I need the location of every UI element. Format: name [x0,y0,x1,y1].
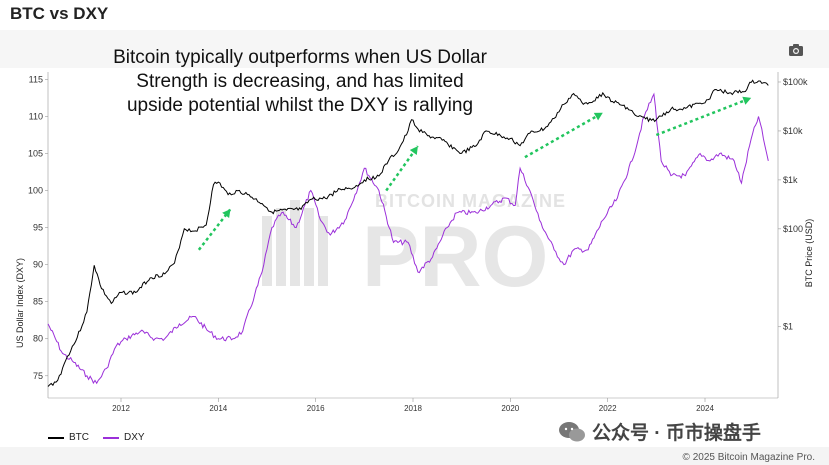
series-line-btc [47,79,769,387]
chart-svg: BITCOIN MAGAZINE PRO 75 80 85 90 95 100 105 110… [15,72,814,413]
left-tick-label: 75 [33,371,43,381]
legend-label-btc: BTC [69,432,89,443]
annotation-arrows [197,96,752,251]
wechat-label: 公众号 · 币市操盘手 [592,423,761,444]
camera-icon[interactable] [786,40,806,60]
trend-arrow-line [197,208,232,251]
legend-swatch-btc [48,436,64,439]
chart-annotation: Bitcoin typically outperforms when US Do… [90,46,510,118]
annotation-line: Strength is decreasing, and has limited [136,71,464,92]
left-axis-ticks: 75 80 85 90 95 100 105 110 115 [28,74,48,381]
legend-item-btc[interactable]: BTC [48,432,89,443]
series-layer [47,79,769,387]
watermark-big-text: PRO [362,209,548,305]
x-tick-label: 2020 [501,404,519,413]
annotation-line: upside potential whilst the DXY is rally… [126,95,474,116]
header-bar: BTC vs DXY [0,0,829,31]
legend: BTC DXY [48,432,145,443]
trend-arrow-head [593,112,603,121]
page-title: BTC vs DXY [10,4,109,23]
x-tick-label: 2016 [307,404,325,413]
annotation-line: Bitcoin typically outperforms when US Do… [113,47,487,68]
left-tick-label: 95 [33,223,43,233]
footer-bar [0,447,829,465]
trend-arrow-head [222,209,231,218]
x-axis-ticks: 2012 2014 2016 2018 2020 2022 2024 [112,398,714,413]
legend-label-dxy: DXY [124,432,145,443]
right-axis-ticks: $1 $100 $1k $10k $100k [778,77,808,332]
series-line-dxy [47,92,769,385]
trend-arrow-head [409,146,418,155]
right-tick-label: $1k [783,175,798,185]
wechat-icon [559,421,585,441]
left-tick-label: 115 [29,74,43,84]
wechat-watermark: 公众号 · 币市操盘手 [558,418,761,445]
x-tick-label: 2018 [404,404,422,413]
watermark-small-text: BITCOIN MAGAZINE [375,191,566,211]
legend-item-dxy[interactable]: DXY [103,432,145,443]
left-tick-label: 85 [33,297,43,307]
left-tick-label: 105 [28,149,43,159]
left-axis-label: US Dollar Index (DXY) [15,258,25,348]
right-tick-label: $1 [783,322,793,332]
left-tick-label: 80 [33,334,43,344]
trend-arrow-head [742,96,752,105]
legend-swatch-dxy [103,436,119,439]
x-tick-label: 2022 [599,404,617,413]
right-tick-label: $100k [783,77,808,87]
left-tick-label: 100 [28,186,43,196]
copyright-credit: © 2025 Bitcoin Magazine Pro. [682,452,815,463]
left-tick-label: 110 [29,111,43,121]
right-axis-label: BTC Price (USD) [804,219,814,288]
trend-arrow-line [655,96,752,137]
x-tick-label: 2014 [209,404,227,413]
left-tick-label: 90 [33,260,43,270]
x-tick-label: 2024 [696,404,714,413]
right-tick-label: $10k [783,126,803,136]
watermark: BITCOIN MAGAZINE PRO [262,191,566,305]
right-tick-label: $100 [783,224,803,234]
chart-toolbar [0,30,829,68]
x-tick-label: 2012 [112,404,130,413]
trend-arrow-line [524,111,604,159]
trend-arrow-line [385,145,419,192]
